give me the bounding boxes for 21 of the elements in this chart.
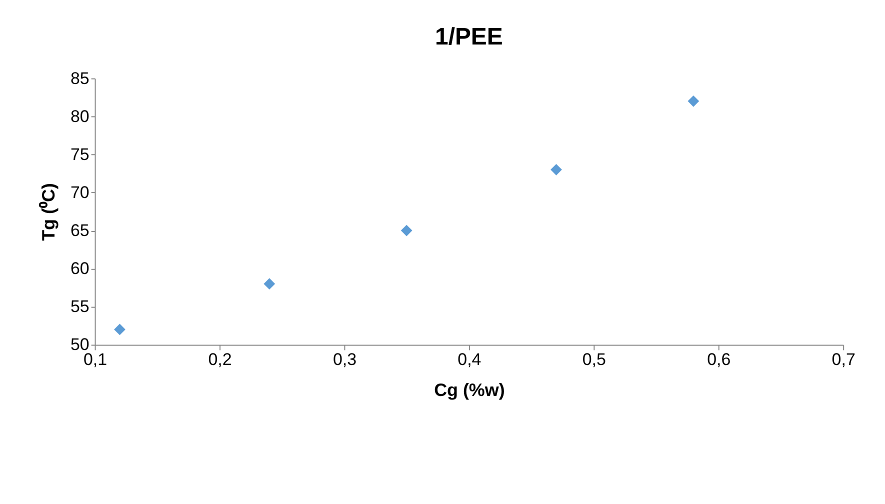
y-tick-label: 60	[70, 259, 90, 278]
point	[264, 278, 276, 290]
y-tick-label: 65	[70, 221, 90, 240]
point	[688, 95, 700, 107]
x-tick-label: 0,7	[832, 350, 856, 370]
x-tick-label: 0,2	[208, 350, 232, 370]
point	[114, 324, 126, 336]
x-tick-label: 0,4	[458, 350, 482, 370]
y-tick-label: 80	[70, 106, 90, 126]
chart-title: 1/PEE	[435, 23, 503, 50]
y-tick-label: 55	[70, 297, 90, 316]
point	[400, 224, 412, 236]
x-axis-title: Cg (%w)	[434, 380, 505, 400]
point	[550, 164, 562, 176]
y-tick-label: 75	[70, 144, 90, 164]
x-tick-label: 0,3	[332, 350, 357, 370]
x-tick-label: 0,5	[582, 350, 606, 370]
y-tick-label: 70	[70, 182, 90, 202]
y-axis-title: Tg (⁰C)	[38, 183, 58, 241]
y-tick-label: 85	[70, 68, 90, 88]
x-tick-label: 0,6	[707, 350, 731, 370]
